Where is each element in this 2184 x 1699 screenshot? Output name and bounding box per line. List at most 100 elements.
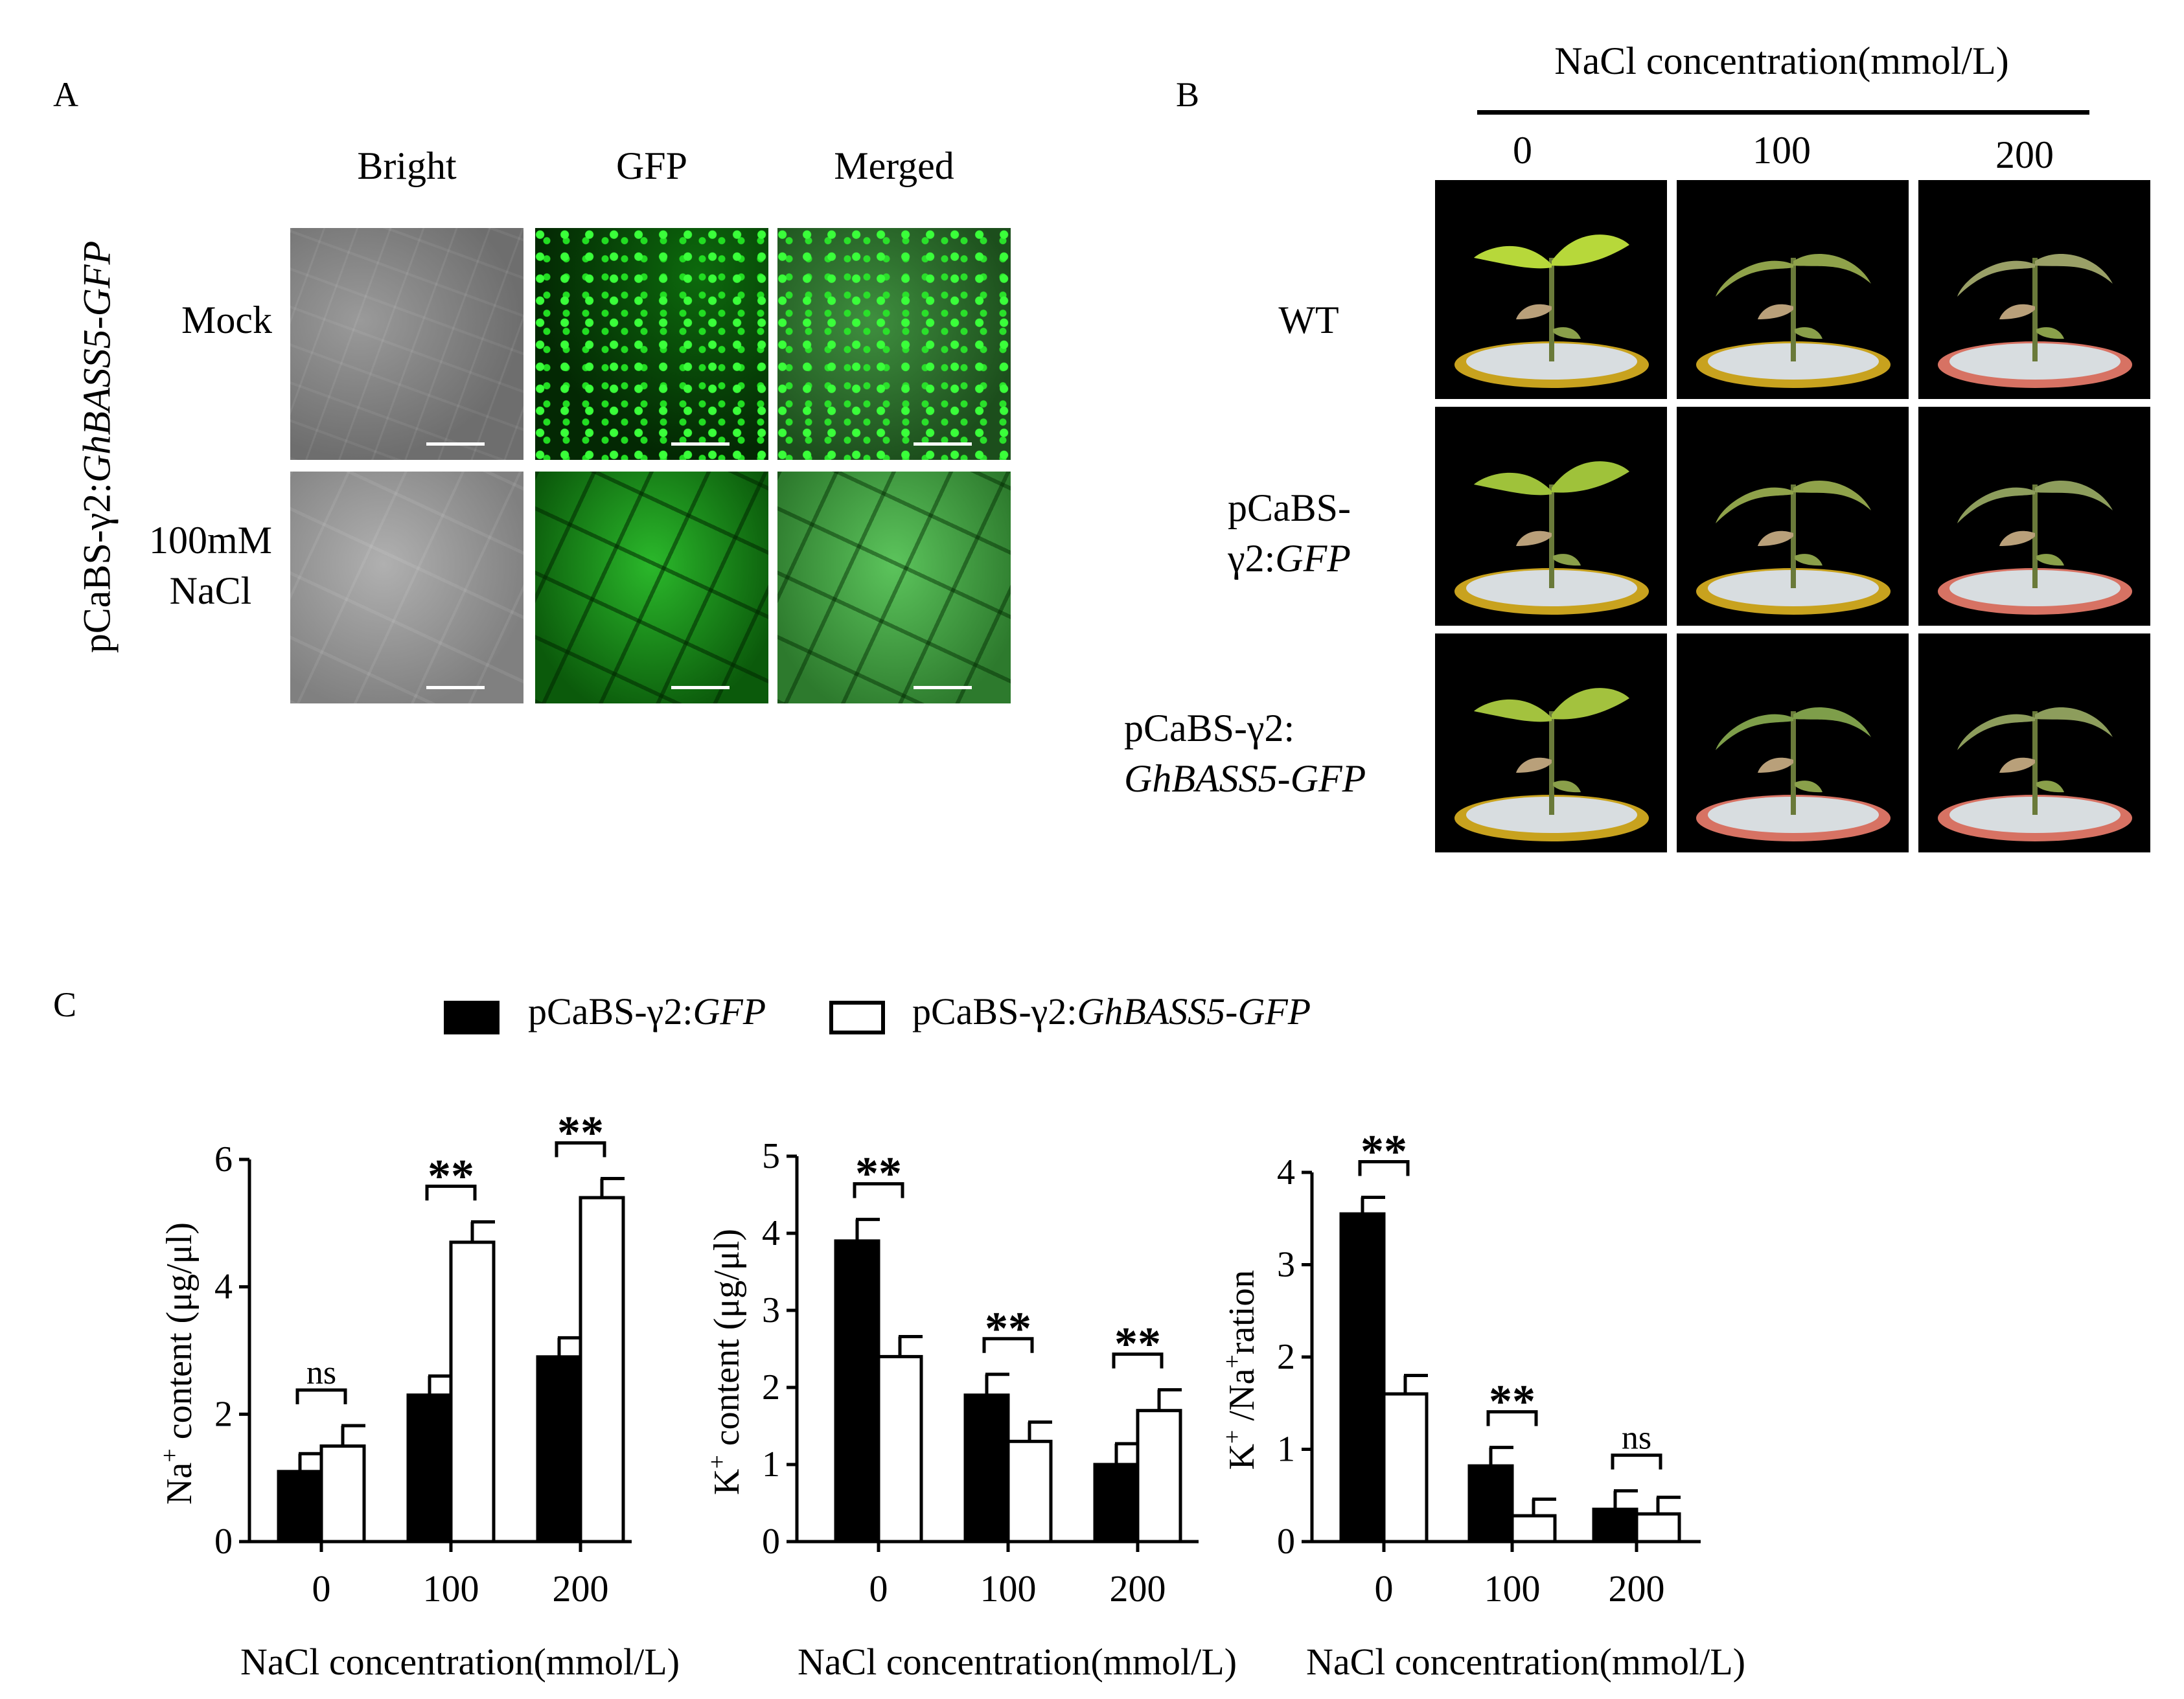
row-nacl: 100mM NaCl: [130, 515, 292, 616]
plant-photo: [1435, 407, 1667, 626]
legend-bass-prefix: pCaBS-γ2:: [912, 990, 1077, 1032]
x-tick-label: 200: [553, 1568, 609, 1610]
y-axis-label: K+ /Na+ration: [1219, 1270, 1262, 1470]
y-axis-label: Na+ content (μg/μl): [156, 1222, 200, 1505]
legend-swatch-gfp: [444, 1001, 500, 1034]
plant-photo: [1918, 407, 2150, 626]
plant-icon: [1938, 480, 2132, 615]
bar-gfp: [406, 1393, 453, 1544]
significance-label: **: [855, 1148, 902, 1200]
row-mock: Mock: [181, 299, 272, 341]
plant-photo: [1918, 180, 2150, 399]
bar-gfp: [277, 1470, 323, 1544]
significance-bracket: [1486, 1410, 1538, 1426]
panel-label-c: C: [53, 985, 77, 1024]
row-gfp-gene: GFP: [1275, 537, 1351, 580]
x-tick-label: 200: [1609, 1568, 1665, 1610]
plant-photo: [1677, 633, 1909, 852]
panel-a-side-label: pCaBS-γ2:GhBASS5-GFP: [75, 241, 120, 653]
x-axis-label: NaCl concentration(mmol/L): [240, 1641, 680, 1683]
legend-bass-gene: GhBASS5-GFP: [1077, 990, 1311, 1032]
bar-bass: [1136, 1409, 1182, 1544]
side-label-prefix: pCaBS-γ2:: [75, 483, 119, 654]
x-axis-label: NaCl concentration(mmol/L): [798, 1641, 1237, 1683]
row-gfp-line2: γ2:GFP: [1192, 533, 1386, 584]
significance-bracket: [1358, 1159, 1410, 1176]
x-tick-label: 100: [1484, 1568, 1541, 1610]
x-tick-label: 100: [423, 1568, 479, 1610]
y-tick-label: 0: [1277, 1522, 1295, 1562]
y-tick-label: 4: [762, 1213, 780, 1253]
micrograph-nacl-gfp: [535, 472, 768, 703]
plant-photo: [1677, 407, 1909, 626]
y-tick-label: 3: [1277, 1245, 1295, 1285]
legend-label-gfp: pCaBS-γ2:GFP: [528, 990, 766, 1033]
y-tick-label: 4: [1277, 1152, 1295, 1192]
plant-icon: [1938, 707, 2132, 841]
y-tick-label: 6: [214, 1139, 233, 1180]
significance-bracket: [555, 1141, 606, 1157]
micrograph-mock-gfp: [535, 228, 768, 460]
bar-bass: [1635, 1512, 1681, 1544]
bar-bass: [579, 1196, 625, 1544]
row-bass-line2: GhBASS5-GFP: [1124, 757, 1366, 800]
panel-c-charts: 0 2 4 6 Na+ content (μg/μl) NaCl concentratio…: [156, 1107, 1745, 1683]
column-gfp: GFP: [615, 144, 688, 187]
x-tick-label: 100: [980, 1568, 1037, 1610]
micrograph-nacl-bright: [290, 472, 523, 703]
bar-gfp: [1093, 1463, 1140, 1544]
significance-bracket: [1112, 1352, 1164, 1369]
significance-label: **: [1489, 1376, 1535, 1428]
row-nacl-line1: 100mM: [148, 519, 273, 562]
significance-label: **: [985, 1303, 1031, 1354]
conc-200: 200: [1995, 133, 2054, 176]
row-nacl-line2: NaCl: [169, 569, 252, 612]
y-tick-label: 2: [1277, 1337, 1295, 1377]
micrograph-mock-merged: [777, 228, 1011, 460]
significance-label: **: [1114, 1318, 1161, 1370]
y-tick-label: 0: [214, 1522, 233, 1562]
conc-100: 100: [1753, 129, 1811, 172]
row-gfp-prefix: γ2:: [1228, 537, 1276, 580]
row-gfp: pCaBS- γ2:GFP: [1192, 483, 1386, 584]
bar-bass: [449, 1240, 496, 1544]
legend-gfp-gene: GFP: [693, 990, 766, 1032]
row-bass: pCaBS-γ2: GhBASS5-GFP: [1124, 703, 1403, 804]
plant-icon: [1696, 480, 1891, 615]
plant-icon: [1938, 253, 2132, 388]
micrograph-nacl-merged: [777, 472, 1011, 703]
significance-bracket: [982, 1337, 1034, 1353]
significance-bracket: [853, 1182, 904, 1198]
panel-b-header: NaCl concentration(mmol/L): [1554, 40, 2009, 82]
micrograph-mock-bright: [290, 228, 523, 460]
plant-icon: [1454, 461, 1649, 615]
significance-label: ns: [306, 1354, 336, 1391]
legend-label-bass: pCaBS-γ2:GhBASS5-GFP: [912, 990, 1311, 1033]
x-tick-label: 0: [312, 1568, 331, 1610]
y-tick-label: 1: [762, 1444, 780, 1485]
bar-gfp: [1467, 1464, 1514, 1544]
bar-gfp: [963, 1393, 1010, 1544]
conc-0: 0: [1513, 129, 1532, 172]
y-tick-label: 0: [762, 1522, 780, 1562]
bar-bass: [319, 1444, 366, 1544]
bar-bass: [1382, 1392, 1429, 1544]
significance-label: ns: [1622, 1420, 1651, 1457]
legend-swatch-bass: [829, 1001, 885, 1034]
significance-bracket: [1611, 1454, 1662, 1470]
plant-photo: [1677, 180, 1909, 399]
plant-photo: [1435, 633, 1667, 852]
y-tick-label: 2: [214, 1394, 233, 1434]
bar-gfp: [834, 1239, 880, 1544]
x-tick-label: 0: [1375, 1568, 1394, 1610]
plant-photo: [1918, 633, 2150, 852]
bar-gfp: [536, 1355, 582, 1544]
plant-photo: [1435, 180, 1667, 399]
bar-bass: [877, 1354, 923, 1544]
row-wt: WT: [1278, 299, 1339, 341]
significance-label: **: [428, 1150, 474, 1202]
y-tick-label: 4: [214, 1267, 233, 1307]
significance-label: **: [557, 1107, 604, 1159]
bar-bass: [1510, 1514, 1557, 1544]
plant-icon: [1454, 234, 1649, 388]
